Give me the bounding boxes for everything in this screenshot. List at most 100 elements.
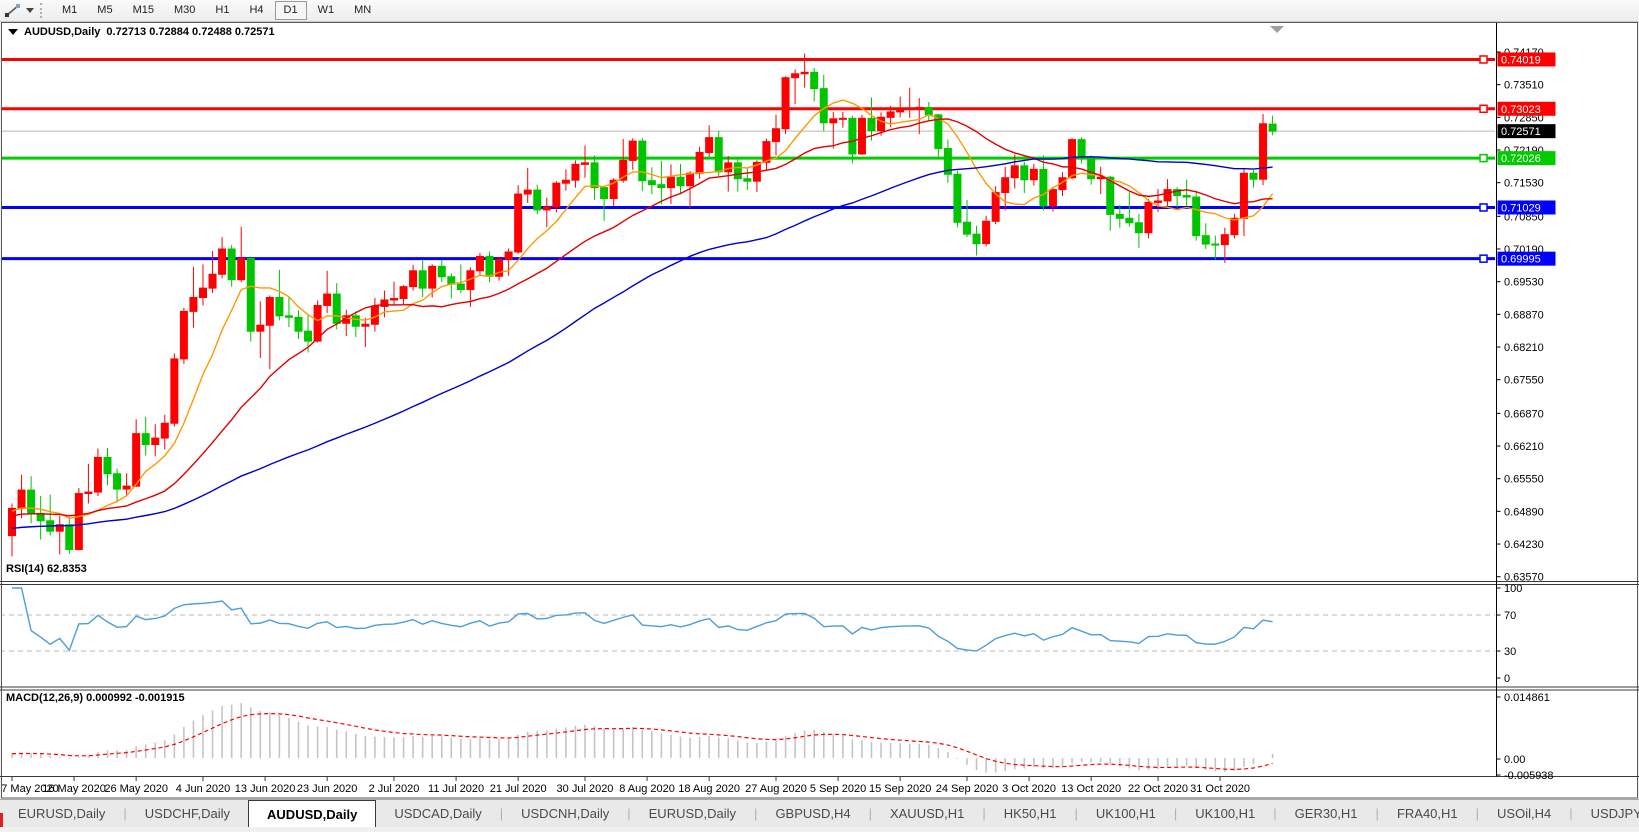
- line-end-marker[interactable]: [1479, 203, 1488, 212]
- timeframe-buttons: M1 M5 M15 M30 H1 H4 D1 W1 MN: [48, 0, 385, 21]
- date-label: 11 Jul 2020: [428, 783, 484, 795]
- axis-tick-label: 0.64890: [1504, 506, 1544, 518]
- timeframe-button-m30[interactable]: M30: [173, 4, 196, 16]
- price-flag: [1497, 251, 1556, 266]
- date-label: 16 May 2020: [42, 783, 106, 795]
- price-flag: [1497, 151, 1556, 166]
- axis-tick-label: 0.64230: [1504, 539, 1544, 551]
- price-flag: [1497, 200, 1556, 215]
- date-label: 13 Jun 2020: [235, 783, 296, 795]
- bid-price-flag-text: 0.72571: [1501, 126, 1541, 138]
- price-flag: [1497, 101, 1556, 116]
- tab-uk100-h1[interactable]: UK100,H1: [1095, 806, 1156, 821]
- date-label: 4 Jun 2020: [176, 783, 230, 795]
- date-label: 30 Jul 2020: [557, 783, 614, 795]
- date-label: 8 Aug 2020: [619, 783, 675, 795]
- tab-xauusd-h1[interactable]: XAUUSD,H1: [889, 806, 965, 821]
- tab-fra40-h1[interactable]: FRA40,H1: [1396, 806, 1458, 821]
- tab-hk50-h1[interactable]: HK50,H1: [1003, 806, 1057, 821]
- tab-usdjpy-h1[interactable]: USDJPY,H1: [1590, 806, 1639, 821]
- timeframe-button-h1[interactable]: H1: [215, 4, 230, 16]
- date-label: 5 Sep 2020: [810, 783, 866, 795]
- line-end-marker[interactable]: [1479, 104, 1488, 114]
- rsi-line: [12, 587, 1273, 652]
- tab-separator: |: [627, 806, 631, 821]
- rsi-label: RSI(14) 62.8353: [6, 563, 87, 575]
- axis-tick-label: 0.66210: [1504, 441, 1544, 453]
- draw-objects-tool[interactable]: [0, 0, 38, 21]
- tab-separator: |: [499, 806, 504, 821]
- axis-tick-label: 0.71530: [1504, 178, 1544, 190]
- tab-ger30-h1[interactable]: GER30,H1: [1294, 806, 1358, 821]
- timeframe-button-h4[interactable]: H4: [249, 4, 264, 16]
- tab-eurusd-daily[interactable]: EURUSD,Daily: [18, 806, 106, 821]
- rsi-pane[interactable]: [0, 587, 1497, 652]
- main-price-pane[interactable]: [0, 53, 1497, 557]
- tab-usoil-h4[interactable]: USOil,H4: [1497, 806, 1552, 821]
- tab-uk100-h1[interactable]: UK100,H1: [1195, 806, 1256, 821]
- chart-shift-marker-icon[interactable]: [1270, 26, 1284, 33]
- date-label: 31 Oct 2020: [1190, 783, 1250, 795]
- chart-symbol-title: AUDUSD,Daily: [24, 26, 101, 38]
- axis-tick-label: 100: [1504, 583, 1522, 595]
- status-strip: [0, 826, 1639, 832]
- axis-tick-label: 0: [1504, 673, 1510, 685]
- date-label: 22 Oct 2020: [1128, 783, 1188, 795]
- tab-usdcnh-daily[interactable]: USDCNH,Daily: [521, 806, 610, 821]
- tab-separator: |: [754, 806, 758, 821]
- draw-objects-icon: [5, 3, 20, 17]
- timeframe-button-m15[interactable]: M15: [132, 4, 154, 16]
- toolbar: M1 M5 M15 M30 H1 H4 D1 W1 MN: [0, 0, 1639, 22]
- axis-tick-label: 0.67550: [1504, 375, 1544, 387]
- axis-tick-label: 0.68870: [1504, 309, 1544, 321]
- toolbar-grip: [40, 3, 42, 18]
- axis-tick-label: 0.014861: [1504, 692, 1550, 704]
- chart-window-background: [2, 23, 1637, 798]
- axis-tick-label: 0.73510: [1504, 80, 1544, 92]
- chart-canvas[interactable]: 0.741700.735100.728500.721900.715300.708…: [0, 0, 1639, 799]
- macd-histogram: [11, 703, 1274, 773]
- tab-usdcad-daily[interactable]: USDCAD,Daily: [394, 806, 482, 821]
- line-end-marker[interactable]: [1479, 153, 1488, 163]
- moving-average-8: [11, 99, 1274, 520]
- tab-separator: |: [868, 806, 872, 821]
- collapse-icon[interactable]: [8, 29, 18, 35]
- axis-tick-label: 0.65550: [1504, 474, 1544, 486]
- date-label: 21 Jul 2020: [490, 783, 547, 795]
- price-flag-text: 0.73023: [1501, 104, 1541, 116]
- line-end-marker[interactable]: [1479, 55, 1488, 64]
- tab-separator: |: [982, 806, 986, 821]
- tab-gbpusd-h4[interactable]: GBPUSD,H4: [775, 806, 851, 821]
- price-flag: [1497, 52, 1556, 67]
- date-label: 18 Aug 2020: [678, 783, 740, 795]
- axis-tick-label: 0.00: [1504, 754, 1525, 766]
- tab-separator: |: [1273, 806, 1277, 821]
- moving-average-55: [11, 156, 1273, 530]
- timeframe-button-m1[interactable]: M1: [62, 4, 78, 16]
- tab-separator: |: [1375, 806, 1379, 821]
- axis-tick-label: 70: [1504, 610, 1516, 622]
- price-flag-text: 0.71029: [1501, 202, 1541, 214]
- timeframe-button-m5[interactable]: M5: [97, 4, 113, 16]
- tab-usdchf-daily[interactable]: USDCHF,Daily: [144, 806, 231, 821]
- tab-audusd-daily[interactable]: AUDUSD,Daily: [248, 800, 377, 827]
- date-label: 27 Aug 2020: [745, 783, 807, 795]
- price-flag-text: 0.74019: [1501, 54, 1541, 66]
- timeframe-button-mn[interactable]: MN: [354, 4, 372, 16]
- tab-separator: |: [1074, 806, 1078, 821]
- tab-eurusd-daily[interactable]: EURUSD,Daily: [648, 806, 737, 821]
- timeframe-button-d1[interactable]: D1: [274, 1, 307, 20]
- axis-tick-label: -0.005938: [1504, 770, 1554, 782]
- tab-separator: |: [1475, 806, 1480, 821]
- moving-average-21: [11, 118, 1273, 517]
- window-border: [1, 22, 1638, 799]
- dropdown-icon[interactable]: [26, 8, 34, 13]
- axis-tick-label: 0.68210: [1504, 342, 1544, 354]
- date-label: 3 Oct 2020: [1002, 783, 1056, 795]
- macd-pane[interactable]: [11, 703, 1274, 773]
- timeframe-button-w1[interactable]: W1: [317, 4, 335, 16]
- chart-title-row: AUDUSD,Daily 0.72713 0.72884 0.72488 0.7…: [8, 26, 275, 38]
- line-end-marker[interactable]: [1479, 254, 1488, 263]
- axis-tick-label: 0.63570: [1504, 572, 1544, 584]
